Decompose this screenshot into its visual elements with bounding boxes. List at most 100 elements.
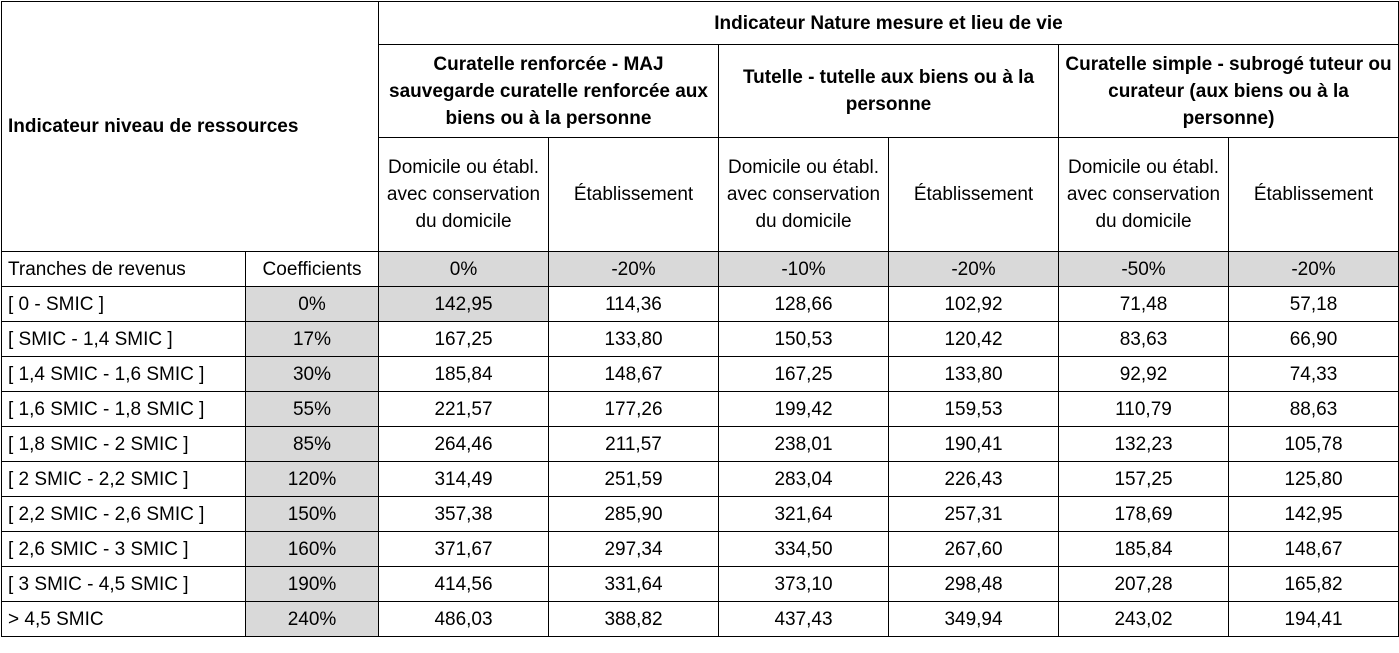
table-row: [ 1,8 SMIC - 2 SMIC ] 85% 264,46 211,57 238,…	[1, 426, 1399, 462]
header-row-nature: Indicateur niveau de ressources Indicate…	[1, 1, 1399, 252]
place-header: Établissement	[548, 137, 719, 252]
value-cell: 238,01	[718, 426, 889, 462]
tariff-table: Indicateur niveau de ressources Indicate…	[1, 1, 1399, 637]
header-row-places: Domicile ou établ. avec conservation du …	[2, 137, 1399, 252]
coefficient-cell: 120%	[245, 461, 379, 497]
value-cell: 486,03	[378, 601, 549, 637]
bracket-cell: [ 1,4 SMIC - 1,6 SMIC ]	[1, 356, 246, 392]
value-cell: 371,67	[378, 531, 549, 567]
coefficient-cell: 190%	[245, 566, 379, 602]
table-row: [ 2,6 SMIC - 3 SMIC ] 160% 371,67 297,34 334…	[1, 531, 1399, 567]
table-row: [ 1,4 SMIC - 1,6 SMIC ] 30% 185,84 148,67 16…	[1, 356, 1399, 392]
place-coefficient: -20%	[548, 251, 719, 287]
measure-header-curatelle-renforcee: Curatelle renforcée - MAJ sauvegarde cur…	[378, 44, 719, 138]
value-cell: 157,25	[1058, 461, 1229, 497]
value-cell: 257,31	[888, 496, 1059, 532]
nature-indicator-header: Indicateur Nature mesure et lieu de vie	[378, 1, 1399, 45]
value-cell: 285,90	[548, 496, 719, 532]
table-row: [ 2 SMIC - 2,2 SMIC ] 120% 314,49 251,59 283…	[1, 461, 1399, 497]
value-cell: 321,64	[718, 496, 889, 532]
value-cell: 71,48	[1058, 286, 1229, 322]
value-cell: 148,67	[1228, 531, 1399, 567]
value-cell: 185,84	[378, 356, 549, 392]
bracket-cell: [ 2,2 SMIC - 2,6 SMIC ]	[1, 496, 246, 532]
value-cell: 128,66	[718, 286, 889, 322]
value-cell: 297,34	[548, 531, 719, 567]
table-row: [ 3 SMIC - 4,5 SMIC ] 190% 414,56 331,64 373…	[1, 566, 1399, 602]
value-cell: 334,50	[718, 531, 889, 567]
value-cell: 211,57	[548, 426, 719, 462]
value-cell: 357,38	[378, 496, 549, 532]
bracket-cell: [ 3 SMIC - 4,5 SMIC ]	[1, 566, 246, 602]
header-row-measures: Curatelle renforcée - MAJ sauvegarde cur…	[2, 44, 1399, 138]
place-coefficient: 0%	[378, 251, 549, 287]
value-cell: 125,80	[1228, 461, 1399, 497]
value-cell: 110,79	[1058, 391, 1229, 427]
coefficient-cell: 55%	[245, 391, 379, 427]
value-cell: 264,46	[378, 426, 549, 462]
bracket-cell: [ 1,6 SMIC - 1,8 SMIC ]	[1, 391, 246, 427]
value-cell: 132,23	[1058, 426, 1229, 462]
value-cell: 142,95	[1228, 496, 1399, 532]
bracket-cell: [ SMIC - 1,4 SMIC ]	[1, 321, 246, 357]
table-row: [ 2,2 SMIC - 2,6 SMIC ] 150% 357,38 285,90 3…	[1, 496, 1399, 532]
coefficient-cell: 17%	[245, 321, 379, 357]
value-cell: 388,82	[548, 601, 719, 637]
resource-indicator-header: Indicateur niveau de ressources	[1, 1, 379, 252]
value-cell: 178,69	[1058, 496, 1229, 532]
place-header: Domicile ou établ. avec conservation du …	[378, 137, 549, 252]
bracket-cell: > 4,5 SMIC	[1, 601, 246, 637]
value-cell: 142,95	[378, 286, 549, 322]
value-cell: 373,10	[718, 566, 889, 602]
value-cell: 148,67	[548, 356, 719, 392]
place-coefficient: -20%	[888, 251, 1059, 287]
place-header: Établissement	[1228, 137, 1399, 252]
value-cell: 167,25	[378, 321, 549, 357]
value-cell: 165,82	[1228, 566, 1399, 602]
bracket-cell: [ 1,8 SMIC - 2 SMIC ]	[1, 426, 246, 462]
value-cell: 226,43	[888, 461, 1059, 497]
coefficient-cell: 0%	[245, 286, 379, 322]
value-cell: 167,25	[718, 356, 889, 392]
value-cell: 83,63	[1058, 321, 1229, 357]
place-header: Établissement	[888, 137, 1059, 252]
coefficient-cell: 85%	[245, 426, 379, 462]
place-coefficient: -20%	[1228, 251, 1399, 287]
brackets-label: Tranches de revenus	[1, 251, 246, 287]
value-cell: 251,59	[548, 461, 719, 497]
value-cell: 102,92	[888, 286, 1059, 322]
value-cell: 267,60	[888, 531, 1059, 567]
measure-header-tutelle: Tutelle - tutelle aux biens ou à la pers…	[718, 44, 1059, 138]
coefficient-cell: 160%	[245, 531, 379, 567]
value-cell: 437,43	[718, 601, 889, 637]
bracket-cell: [ 2,6 SMIC - 3 SMIC ]	[1, 531, 246, 567]
value-cell: 298,48	[888, 566, 1059, 602]
value-cell: 92,92	[1058, 356, 1229, 392]
value-cell: 133,80	[888, 356, 1059, 392]
value-cell: 207,28	[1058, 566, 1229, 602]
coefficient-cell: 30%	[245, 356, 379, 392]
coefficient-cell: 240%	[245, 601, 379, 637]
value-cell: 349,94	[888, 601, 1059, 637]
value-cell: 194,41	[1228, 601, 1399, 637]
value-cell: 314,49	[378, 461, 549, 497]
value-cell: 159,53	[888, 391, 1059, 427]
place-header: Domicile ou établ. avec conservation du …	[1058, 137, 1229, 252]
bracket-cell: [ 0 - SMIC ]	[1, 286, 246, 322]
value-cell: 88,63	[1228, 391, 1399, 427]
value-cell: 199,42	[718, 391, 889, 427]
value-cell: 190,41	[888, 426, 1059, 462]
place-header: Domicile ou établ. avec conservation du …	[718, 137, 889, 252]
coefficients-label: Coefficients	[245, 251, 379, 287]
bracket-cell: [ 2 SMIC - 2,2 SMIC ]	[1, 461, 246, 497]
coefficient-cell: 150%	[245, 496, 379, 532]
value-cell: 114,36	[548, 286, 719, 322]
value-cell: 243,02	[1058, 601, 1229, 637]
value-cell: 120,42	[888, 321, 1059, 357]
table-row: [ 1,6 SMIC - 1,8 SMIC ] 55% 221,57 177,26 19…	[1, 391, 1399, 427]
table-row: [ SMIC - 1,4 SMIC ] 17% 167,25 133,80 150,53…	[1, 321, 1399, 357]
value-cell: 177,26	[548, 391, 719, 427]
value-cell: 74,33	[1228, 356, 1399, 392]
value-cell: 221,57	[378, 391, 549, 427]
value-cell: 133,80	[548, 321, 719, 357]
